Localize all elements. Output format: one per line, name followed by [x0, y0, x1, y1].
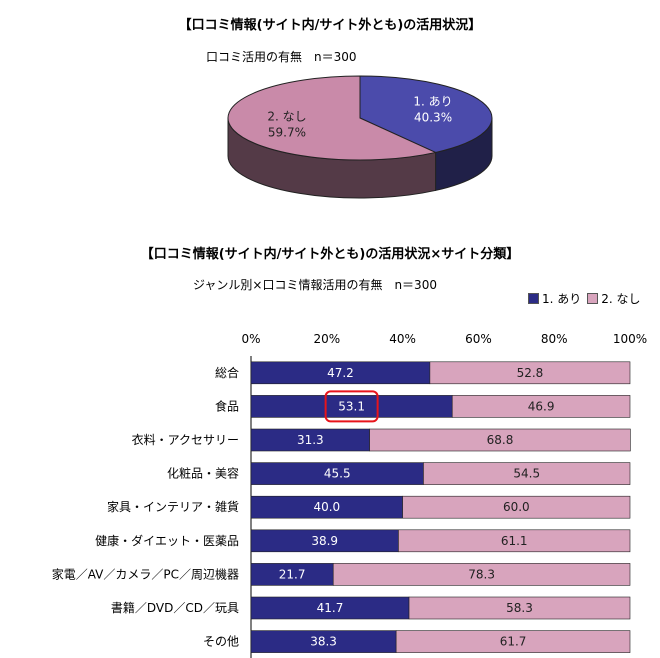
- bar-0-1: [429, 361, 631, 385]
- pie-chart: 1. あり 40.3% 2. なし 59.7%: [227, 75, 493, 199]
- category-label-3: 化粧品・美容: [167, 466, 239, 481]
- data-label-3-1: 54.5: [513, 467, 540, 481]
- bar-8-1: [395, 630, 631, 653]
- legend-item-ari: 1. あり: [528, 290, 581, 307]
- data-label-5-1: 61.1: [501, 534, 528, 548]
- data-label-7-0: 41.7: [317, 601, 344, 615]
- bar-1-1: [451, 395, 631, 418]
- data-label-7-1: 58.3: [506, 601, 533, 615]
- x-tick-label-0: 0%: [241, 332, 260, 346]
- bar-7-1: [408, 596, 631, 620]
- bar-5-1: [398, 529, 631, 553]
- x-tick-label-4: 80%: [541, 332, 568, 346]
- data-label-0-0: 47.2: [327, 366, 354, 380]
- pie-slice-0: [359, 75, 493, 153]
- pie-chart-subtitle: 口コミ活用の有無 n＝300: [206, 50, 357, 64]
- pie-slice-1: [227, 75, 438, 161]
- category-label-7: 書籍／DVD／CD／玩具: [111, 600, 239, 615]
- bar-chart-title: 【口コミ情報(サイト内/サイト外とも)の活用状況×サイト分類】: [140, 247, 520, 262]
- category-label-2: 衣料・アクセサリー: [132, 432, 239, 447]
- x-tick-label-2: 40%: [389, 332, 416, 346]
- bar-6-1: [332, 563, 631, 586]
- bar-3-1: [423, 462, 631, 485]
- x-tick-label-3: 60%: [465, 332, 492, 346]
- category-label-1: 食品: [215, 398, 239, 413]
- bar-chart-legend: 1. あり 2. なし: [528, 290, 647, 307]
- pie-slice-name-1: 2. なし: [267, 109, 306, 123]
- legend-swatch-nashi: [587, 293, 599, 304]
- data-label-4-1: 60.0: [503, 500, 530, 514]
- x-tick-label-5: 100%: [613, 332, 647, 346]
- data-label-0-1: 52.8: [517, 366, 544, 380]
- category-label-4: 家具・インテリア・雑貨: [107, 499, 239, 514]
- data-label-5-0: 38.9: [311, 534, 338, 548]
- bar-4-1: [402, 495, 631, 519]
- pie-slice-name-0: 1. あり: [413, 95, 452, 109]
- category-label-8: その他: [203, 635, 239, 649]
- category-label-5: 健康・ダイエット・医薬品: [95, 533, 239, 548]
- data-label-6-0: 21.7: [279, 567, 306, 581]
- data-label-1-1: 46.9: [528, 399, 555, 413]
- data-label-3-0: 45.5: [324, 467, 351, 481]
- data-label-2-0: 31.3: [297, 433, 324, 447]
- data-label-4-0: 40.0: [313, 500, 340, 514]
- legend-label-ari: 1. あり: [542, 292, 582, 306]
- pie-slice-label-1: 59.7%: [268, 125, 306, 139]
- data-label-6-1: 78.3: [468, 567, 495, 581]
- legend-item-nashi: 2. なし: [587, 290, 641, 307]
- legend-swatch-ari: [528, 293, 539, 304]
- data-label-8-0: 38.3: [310, 635, 337, 649]
- category-label-6: 家電／AV／カメラ／PC／周辺機器: [52, 566, 239, 581]
- pie-slice-label-0: 40.3%: [414, 111, 452, 125]
- bar-2-1: [369, 428, 631, 452]
- data-label-1-0: 53.1: [338, 399, 365, 413]
- x-tick-label-1: 20%: [313, 332, 340, 346]
- data-label-2-1: 68.8: [487, 433, 514, 447]
- category-label-0: 総合: [215, 365, 239, 380]
- highlight-box: [324, 390, 379, 423]
- pie-chart-title: 【口コミ情報(サイト内/サイト外とも)の活用状況】: [178, 18, 482, 33]
- legend-label-nashi: 2. なし: [601, 292, 641, 306]
- bar-chart-subtitle: ジャンル別×口コミ情報活用の有無 n＝300: [193, 278, 437, 292]
- data-label-8-1: 61.7: [500, 635, 527, 649]
